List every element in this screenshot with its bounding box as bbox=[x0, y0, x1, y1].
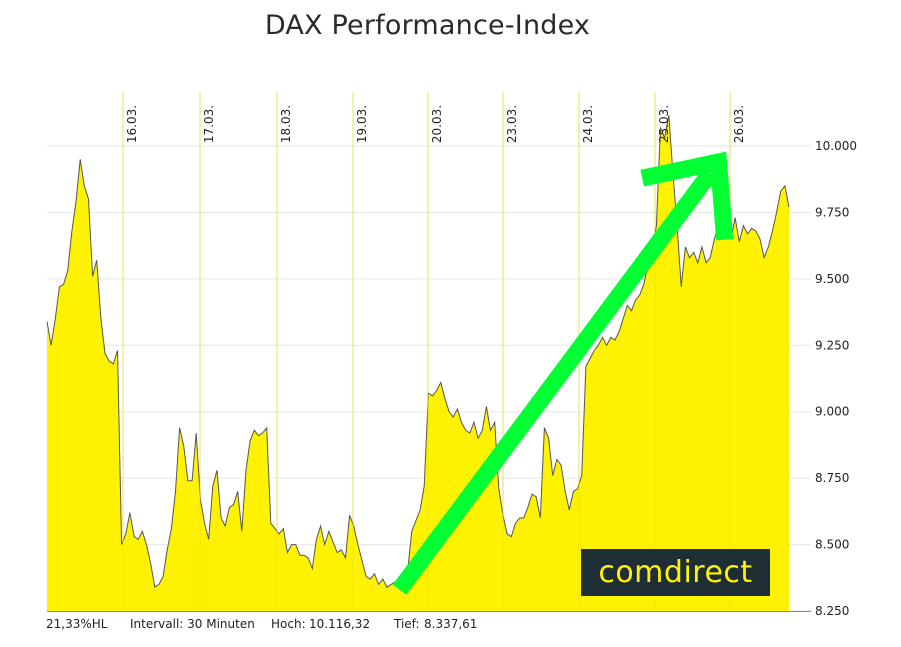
y-tick-label-3: 9.000 bbox=[815, 405, 849, 419]
y-tick-labels: 8.250 8.500 8.750 9.000 9.250 9.500 9.750 10.00… bbox=[815, 139, 857, 618]
high-value: 10.116,32 bbox=[309, 617, 371, 631]
high-label: Hoch: bbox=[271, 617, 306, 631]
x-tick-label-7: 25.03. bbox=[657, 105, 671, 143]
y-tick-label-1: 8.500 bbox=[815, 538, 849, 552]
series-line bbox=[46, 115, 790, 588]
range-label: 21,33%HL bbox=[46, 617, 108, 631]
y-tick-label-0: 8.250 bbox=[815, 604, 849, 618]
x-tick-label-2: 18.03. bbox=[279, 105, 293, 143]
chart-title: DAX Performance-Index bbox=[264, 10, 591, 41]
x-tick-label-4: 20.03. bbox=[430, 105, 444, 143]
x-tick-label-6: 24.03. bbox=[581, 105, 595, 143]
comdirect-logo: comdirect bbox=[581, 549, 770, 596]
arrow-shaft bbox=[392, 168, 717, 595]
x-tick-label-3: 19.03. bbox=[355, 105, 369, 143]
low-value: 8.337,61 bbox=[424, 617, 478, 631]
x-tick-label-8: 26.03. bbox=[732, 105, 746, 143]
interval-label: Intervall: 30 Minuten bbox=[130, 617, 255, 631]
series-area bbox=[47, 115, 789, 611]
annotation-layer bbox=[392, 151, 734, 595]
y-tick-label-7: 10.000 bbox=[815, 139, 857, 153]
y-tick-label-4: 9.250 bbox=[815, 338, 849, 352]
y-tick-label-2: 8.750 bbox=[815, 471, 849, 485]
low-label: Tief: bbox=[394, 617, 420, 631]
y-tick-label-6: 9.750 bbox=[815, 205, 849, 219]
y-tick-label-5: 9.500 bbox=[815, 272, 849, 286]
x-tick-label-1: 17.03. bbox=[202, 105, 216, 143]
x-tick-label-0: 16.03. bbox=[125, 105, 139, 143]
x-tick-label-5: 23.03. bbox=[505, 105, 519, 143]
x-tick-labels: 16.03. 17.03. 18.03. 19.03. 20.03. 23.03. 24.0… bbox=[125, 105, 746, 143]
arrow-head bbox=[640, 151, 734, 241]
area-layer bbox=[46, 92, 790, 611]
